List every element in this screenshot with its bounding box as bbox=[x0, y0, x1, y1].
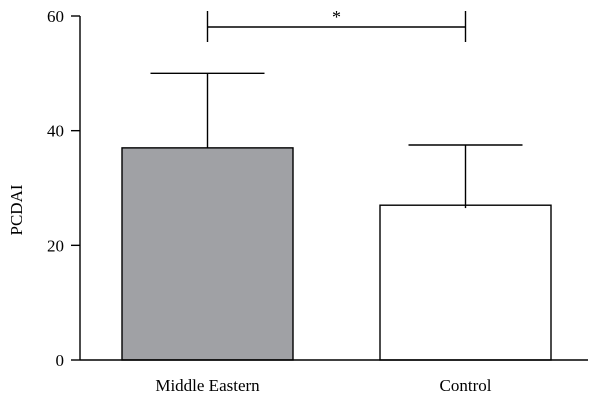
y-tick-label: 60 bbox=[47, 7, 64, 26]
significance-label: * bbox=[332, 7, 341, 27]
y-axis-title: PCDAI bbox=[7, 184, 26, 235]
x-tick-label-middle-eastern: Middle Eastern bbox=[155, 376, 260, 395]
bar-control bbox=[379, 204, 552, 361]
y-tick-label: 40 bbox=[47, 122, 64, 141]
x-tick-label-control: Control bbox=[440, 376, 492, 395]
y-tick-label: 0 bbox=[56, 351, 65, 370]
plot-area: Middle Eastern Control 0 20 40 60 * bbox=[47, 7, 588, 395]
y-tick-label: 20 bbox=[47, 236, 64, 255]
bar-middle-eastern bbox=[121, 147, 294, 361]
